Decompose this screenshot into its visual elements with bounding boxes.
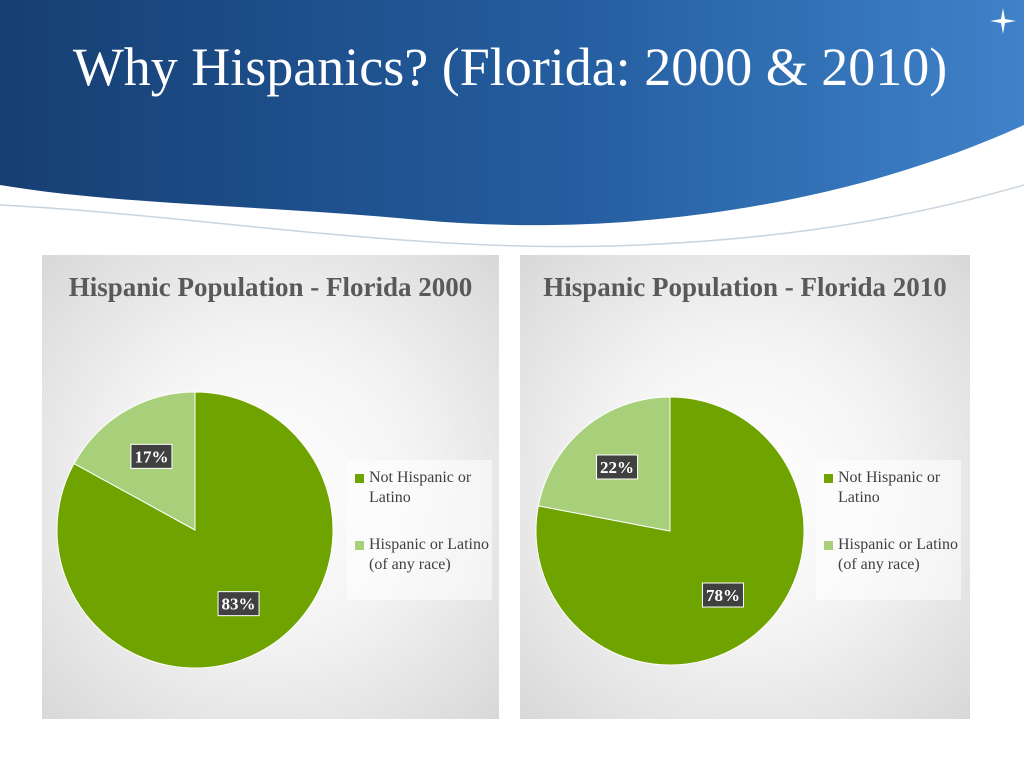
- data-label-hispanic: 17%: [130, 443, 173, 469]
- legend-label: Not Hispanic or Latino: [838, 469, 941, 506]
- chart-title-2010: Hispanic Population - Florida 2010: [543, 272, 947, 302]
- data-label-not-hispanic: 83%: [217, 591, 260, 617]
- legend-2000: Not Hispanic or Latino Hispanic or Latin…: [347, 460, 492, 600]
- legend-2010: Not Hispanic or Latino Hispanic or Latin…: [816, 460, 961, 600]
- header-banner: [0, 0, 1024, 248]
- legend-swatch-hispanic: [824, 541, 833, 550]
- pie-chart-2010: 78% 22%: [535, 396, 805, 666]
- data-label-text: 83%: [222, 595, 256, 614]
- data-label-text: 22%: [600, 458, 634, 477]
- header-curve-line: [0, 184, 1024, 248]
- legend-swatch-not-hispanic: [355, 474, 364, 483]
- data-label-box: [217, 591, 260, 617]
- data-label-box: [701, 582, 744, 608]
- header-wave: [0, 0, 1024, 226]
- legend-swatch-not-hispanic: [824, 474, 833, 483]
- pie-chart-2000: 83% 17%: [56, 391, 334, 669]
- star-icon: [990, 8, 1016, 34]
- data-label-box: [596, 454, 639, 480]
- data-label-hispanic: 22%: [596, 454, 639, 480]
- legend-label: Hispanic or Latino (of any race): [369, 536, 489, 573]
- pie-slice-not-hispanic: [56, 391, 334, 669]
- data-label-box: [130, 443, 173, 469]
- data-label-text: 78%: [706, 586, 740, 605]
- slide-title: Why Hispanics? (Florida: 2000 & 2010): [72, 37, 948, 97]
- chart-panel-2010: Hispanic Population - Florida 2010 78% 22…: [520, 255, 970, 719]
- legend-label: Hispanic or Latino (of any race): [838, 536, 958, 573]
- chart-panel-2000: Hispanic Population - Florida 2000 83% 17…: [42, 255, 499, 719]
- legend-label: Not Hispanic or Latino: [369, 469, 472, 506]
- chart-title-2000: Hispanic Population - Florida 2000: [68, 272, 473, 302]
- data-label-not-hispanic: 78%: [701, 582, 744, 608]
- data-label-text: 17%: [134, 447, 168, 466]
- legend-swatch-hispanic: [355, 541, 364, 550]
